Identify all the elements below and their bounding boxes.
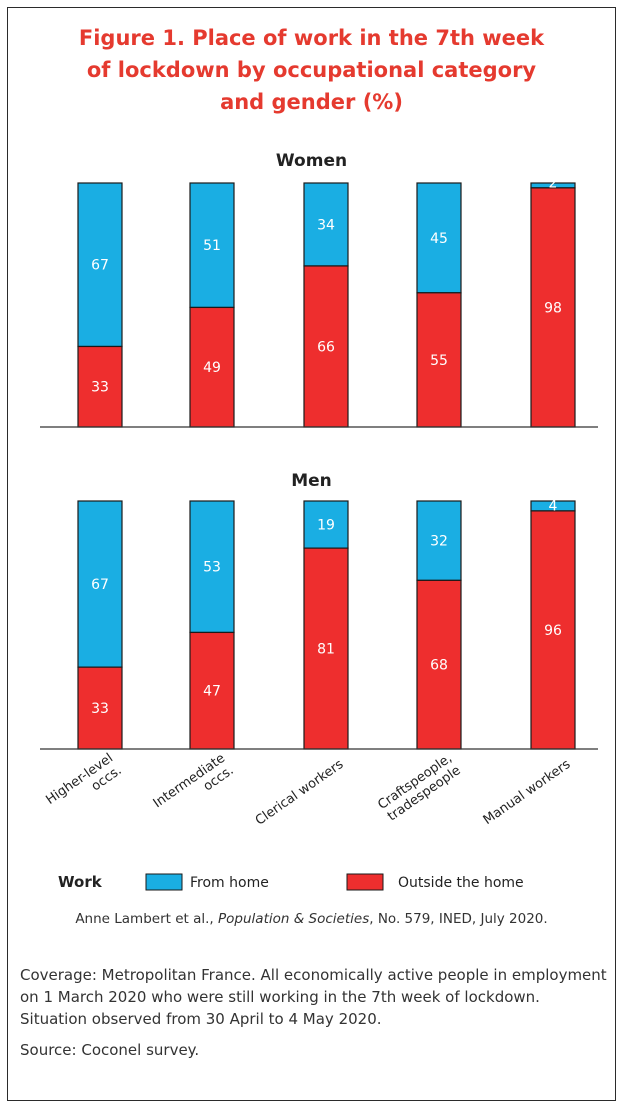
bar-outside-home — [530, 510, 576, 750]
bar-outside-home — [189, 306, 235, 428]
bar-outside-home — [530, 187, 576, 428]
data-label-outside-home: 68 — [430, 658, 448, 674]
bar-outside-home — [303, 265, 349, 428]
x-tick-label: Manual workers — [481, 757, 574, 828]
x-tick-label-line: Manual workers — [481, 757, 574, 828]
x-tick-label: Clerical workers — [253, 757, 347, 829]
x-tick-label: Craftspeople,tradespeople — [375, 751, 463, 825]
bar-from-home — [303, 182, 349, 267]
data-label-from-home: 19 — [317, 518, 335, 534]
bar-from-home — [189, 182, 235, 309]
bar-outside-home — [416, 579, 462, 750]
credit-journal: Population & Societies — [218, 911, 370, 927]
bar-outside-home — [189, 631, 235, 750]
figure-frame — [7, 7, 616, 1101]
data-label-from-home: 2 — [549, 175, 558, 191]
credit-rest: , No. 579, INED, July 2020. — [369, 911, 548, 927]
data-label-from-home: 34 — [317, 217, 335, 233]
panel-title-men: Men — [291, 471, 332, 491]
title-line-2: of lockdown by occupational category — [86, 58, 537, 82]
bar-outside-home — [77, 345, 123, 428]
data-label-outside-home: 96 — [544, 623, 562, 639]
chart-svg: Women 67 33 51 49 34 66 45 55 2 98 Men 67 33 53 47 19 81 3… — [40, 151, 598, 891]
data-label-from-home: 45 — [430, 231, 448, 247]
x-tick-label: Intermediateoccs. — [151, 751, 237, 824]
data-label-from-home: 67 — [91, 258, 109, 274]
legend-label-outside-home: Outside the home — [398, 875, 524, 891]
credit-author: Anne Lambert et al., — [75, 911, 214, 927]
title-line-1: Figure 1. Place of work in the 7th week — [78, 26, 545, 50]
data-label-outside-home: 98 — [544, 300, 562, 316]
legend-title: Work — [58, 873, 103, 891]
bar-from-home — [77, 182, 123, 348]
data-label-outside-home: 47 — [203, 684, 221, 700]
credit-line: Anne Lambert et al., Population & Societ… — [0, 911, 623, 927]
x-tick-label: Higher-leveloccs. — [43, 751, 124, 820]
data-label-from-home: 67 — [91, 577, 109, 593]
data-label-outside-home: 33 — [91, 701, 109, 717]
data-label-outside-home: 33 — [91, 380, 109, 396]
x-tick-label-line: Clerical workers — [253, 757, 347, 829]
bar-from-home — [416, 182, 462, 294]
figure-title: Figure 1. Place of work in the 7th week … — [0, 22, 623, 118]
bar-from-home — [303, 500, 349, 549]
legend-swatch-from-home — [145, 873, 183, 891]
panel-title-women: Women — [276, 151, 347, 171]
data-label-outside-home: 55 — [430, 353, 448, 369]
source-note: Source: Coconel survey. — [20, 1041, 200, 1059]
data-label-outside-home: 81 — [317, 642, 335, 658]
data-label-from-home: 4 — [549, 498, 558, 514]
legend-label-from-home: From home — [190, 875, 269, 891]
data-label-outside-home: 66 — [317, 339, 335, 355]
bar-outside-home — [77, 666, 123, 750]
legend-swatch-outside-home — [346, 873, 384, 891]
coverage-note: Coverage: Metropolitan France. All econo… — [20, 966, 607, 1028]
bar-outside-home — [303, 547, 349, 750]
data-label-from-home: 53 — [203, 560, 221, 576]
title-line-3: and gender (%) — [220, 90, 403, 114]
data-label-from-home: 32 — [430, 534, 448, 550]
bar-from-home — [416, 500, 462, 581]
data-label-outside-home: 49 — [203, 360, 221, 376]
data-label-from-home: 51 — [203, 238, 221, 254]
